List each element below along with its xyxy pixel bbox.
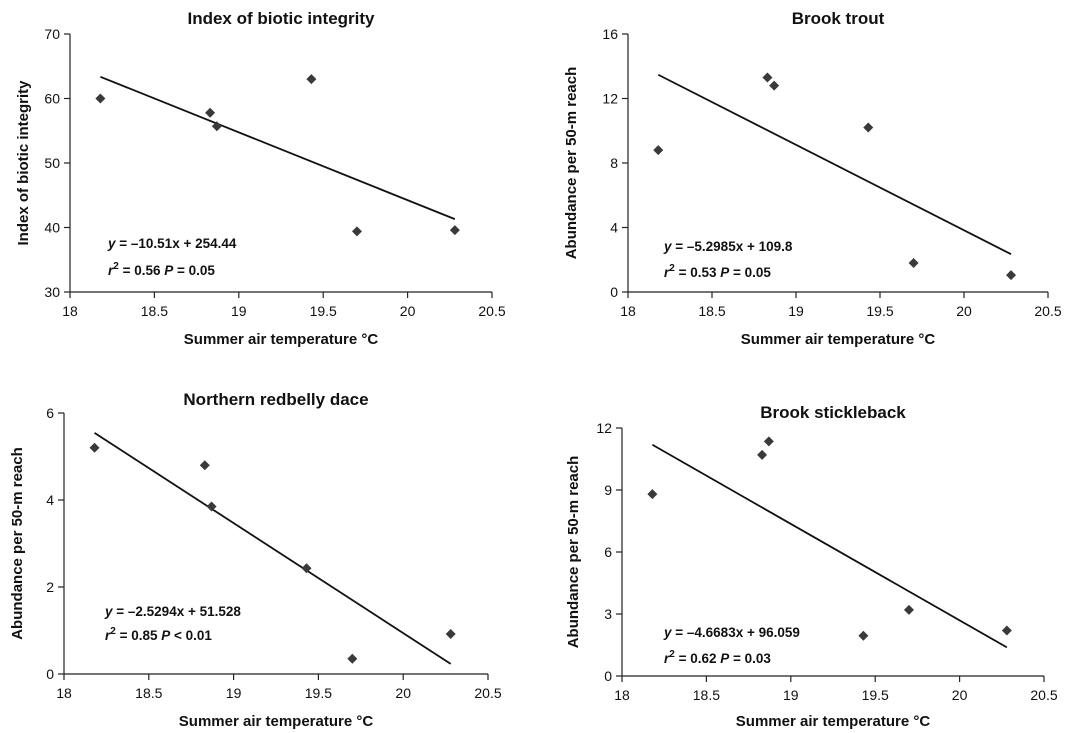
x-tick-label: 18.5	[135, 685, 162, 701]
y-tick-label: 30	[44, 284, 60, 300]
data-point	[351, 226, 362, 237]
y-tick-label: 9	[604, 482, 612, 498]
data-point	[757, 449, 768, 460]
y-tick-label: 2	[46, 579, 54, 595]
data-point	[205, 107, 216, 118]
y-tick-label: 70	[44, 26, 60, 42]
trendline	[94, 432, 452, 665]
x-tick-label: 20	[400, 303, 416, 319]
data-point	[89, 442, 100, 453]
y-tick-label: 8	[610, 155, 618, 171]
y-tick-label: 12	[596, 420, 612, 436]
regression-equation: y = –5.2985x + 109.8	[663, 239, 793, 254]
y-tick-label: 3	[604, 606, 612, 622]
data-point	[653, 145, 664, 156]
regression-equation: y = –10.51x + 254.44	[107, 236, 237, 251]
x-tick-label: 18	[62, 303, 78, 319]
x-tick-label: 19.5	[866, 303, 893, 319]
x-tick-label: 19.5	[310, 303, 337, 319]
x-tick-label: 18	[56, 685, 72, 701]
regression-equation: y = –2.5294x + 51.528	[104, 604, 241, 619]
regression-stats: r2 = 0.62 P = 0.03	[664, 649, 771, 666]
y-tick-label: 6	[604, 544, 612, 560]
data-point	[95, 93, 106, 104]
regression-stats: r2 = 0.56 P = 0.05	[108, 261, 215, 278]
y-tick-label: 12	[602, 91, 618, 107]
data-point	[763, 436, 774, 447]
y-tick-label: 16	[602, 26, 618, 42]
data-point	[903, 604, 914, 615]
regression-stats: r2 = 0.85 P < 0.01	[105, 626, 212, 643]
y-axis-label: Index of biotic integrity	[15, 80, 32, 246]
data-point	[347, 653, 358, 664]
panel-title: Northern redbelly dace	[183, 390, 368, 409]
x-tick-label: 18.5	[693, 687, 720, 703]
trendline	[657, 73, 1012, 255]
y-axis-label: Abundance per 50-m reach	[9, 447, 26, 640]
x-axis-label: Summer air temperature °C	[736, 713, 931, 730]
panel-title: Brook trout	[792, 9, 885, 28]
y-tick-label: 0	[610, 284, 618, 300]
trendline	[651, 443, 1008, 649]
x-tick-label: 18.5	[141, 303, 168, 319]
data-point	[211, 121, 222, 132]
x-tick-label: 19	[231, 303, 247, 319]
y-tick-label: 4	[610, 220, 618, 236]
data-point	[301, 563, 312, 574]
y-tick-label: 0	[604, 668, 612, 684]
trendline	[100, 75, 456, 220]
data-point	[762, 72, 773, 83]
x-tick-label: 20	[395, 685, 411, 701]
y-tick-label: 6	[46, 405, 54, 421]
y-tick-label: 0	[46, 666, 54, 682]
x-tick-label: 20.5	[474, 685, 501, 701]
panel-title: Brook stickleback	[760, 403, 906, 422]
data-point	[769, 80, 780, 91]
data-point	[449, 225, 460, 236]
x-tick-label: 19	[226, 685, 242, 701]
panel-1: Index of biotic integrity 18 18.5 19 19.5 20 2…	[15, 9, 506, 348]
y-axis-label: Abundance per 50-m reach	[565, 456, 582, 649]
y-tick-label: 60	[44, 91, 60, 107]
x-tick-label: 18	[614, 687, 630, 703]
x-tick-label: 19.5	[862, 687, 889, 703]
data-point	[199, 460, 210, 471]
y-tick-label: 40	[44, 220, 60, 236]
panel-2: Brook trout 18 18.5 19 19.5 20 20.5 0 4 8 12 16 Summ…	[563, 9, 1062, 348]
x-tick-label: 20	[952, 687, 968, 703]
x-tick-label: 18	[620, 303, 636, 319]
x-tick-label: 20.5	[478, 303, 505, 319]
x-tick-label: 19	[788, 303, 804, 319]
x-tick-label: 19.5	[305, 685, 332, 701]
panel-title: Index of biotic integrity	[187, 9, 375, 28]
y-tick-label: 4	[46, 492, 54, 508]
data-point	[908, 257, 919, 268]
data-point	[863, 122, 874, 133]
data-point	[647, 489, 658, 500]
x-axis-label: Summer air temperature °C	[184, 331, 379, 348]
x-tick-label: 20	[956, 303, 972, 319]
x-tick-label: 19	[783, 687, 799, 703]
regression-equation: y = –4.6683x + 96.059	[663, 625, 800, 640]
x-axis-label: Summer air temperature °C	[179, 713, 374, 730]
data-point	[858, 630, 869, 641]
x-tick-label: 18.5	[698, 303, 725, 319]
panel-4: Brook stickleback 18 18.5 19 19.5 20 20.5 0 3 6 9 1…	[565, 403, 1058, 730]
data-point	[445, 628, 456, 639]
data-point	[306, 74, 317, 85]
x-axis-label: Summer air temperature °C	[741, 331, 936, 348]
x-tick-label: 20.5	[1034, 303, 1061, 319]
data-point	[1006, 270, 1017, 281]
data-point	[206, 501, 217, 512]
regression-stats: r2 = 0.53 P = 0.05	[664, 263, 771, 280]
x-tick-label: 20.5	[1030, 687, 1057, 703]
data-point	[1001, 625, 1012, 636]
y-tick-label: 50	[44, 155, 60, 171]
y-axis-label: Abundance per 50-m reach	[563, 67, 580, 260]
